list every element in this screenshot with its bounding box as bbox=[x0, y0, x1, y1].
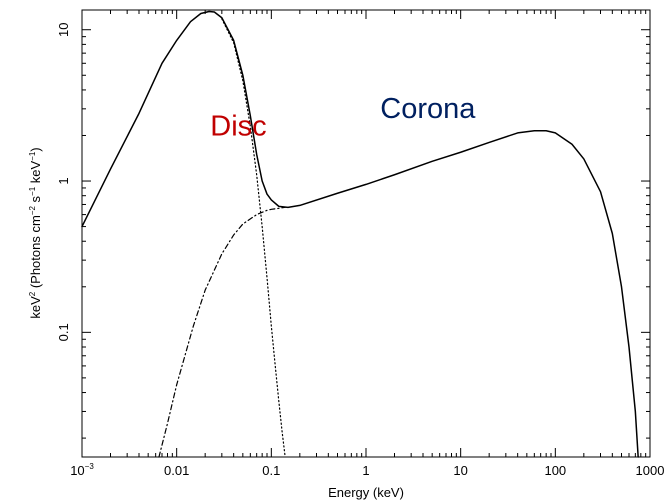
series-dashdot-curve bbox=[158, 206, 286, 458]
annotation-disc: Disc bbox=[210, 110, 266, 142]
y-tick-label: 10 bbox=[56, 22, 71, 36]
x-tick-label: 1 bbox=[362, 463, 369, 478]
series-solid-curve bbox=[81, 10, 639, 458]
y-tick-label: 1 bbox=[56, 177, 71, 184]
y-tick-label: 0.1 bbox=[56, 323, 71, 341]
x-axis-label: Energy (keV) bbox=[328, 485, 404, 500]
series-curves bbox=[81, 10, 639, 458]
annotation-corona: Corona bbox=[380, 93, 476, 125]
tick-labels: 10−3 0.01 0.1 1 10 100 1000 0.1 1 10 bbox=[56, 22, 664, 478]
x-tick-label: 0.1 bbox=[262, 463, 280, 478]
x-tick-label: 1000 bbox=[636, 463, 665, 478]
x-tick-label: 10 bbox=[453, 463, 467, 478]
x-tick-label: 0.01 bbox=[164, 463, 189, 478]
x-tick-label: 10−3 bbox=[70, 462, 94, 478]
y-axis-label: keV2 (Photons cm−2 s−1 keV−1) bbox=[28, 147, 43, 318]
x-tick-label: 100 bbox=[544, 463, 566, 478]
plot-frame bbox=[81, 9, 651, 458]
annotations: Disc Corona bbox=[210, 93, 476, 142]
axis-ticks bbox=[81, 10, 651, 457]
